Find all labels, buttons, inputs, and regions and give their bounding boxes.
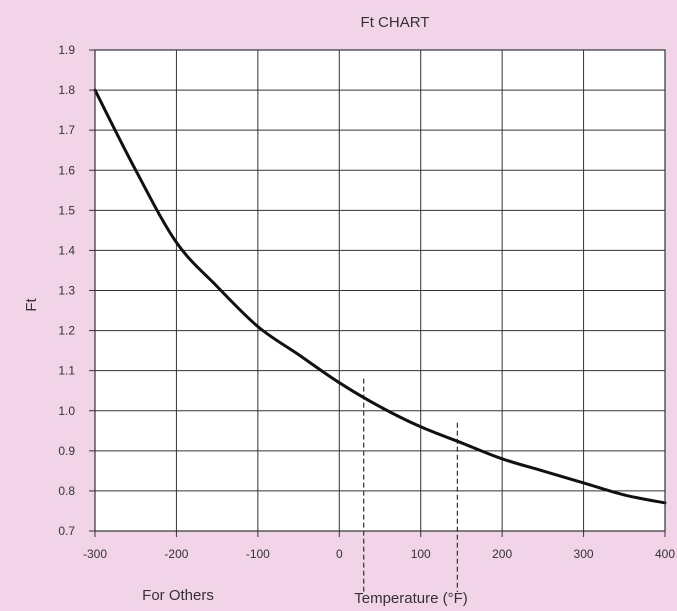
y-tick-label: 1.0 (58, 404, 75, 418)
x-axis-label: Temperature (°F) (354, 590, 468, 607)
ft-curve (93, 88, 667, 505)
footnote-label: For Others (142, 587, 214, 604)
y-tick-label: 1.9 (58, 43, 75, 57)
y-tick-label: 0.7 (58, 524, 75, 538)
axes (89, 49, 666, 537)
y-tick-label: 1.5 (58, 203, 75, 217)
x-tick-label: -200 (164, 547, 188, 561)
x-tick-label: -100 (246, 547, 270, 561)
y-tick-label: 1.2 (58, 324, 75, 338)
x-tick-label: 300 (574, 547, 594, 561)
y-tick-label: 1.8 (58, 83, 75, 97)
x-tick-label: 200 (492, 547, 512, 561)
x-tick-label: -300 (83, 547, 107, 561)
y-tick-label: 1.4 (58, 243, 75, 257)
y-tick-label: 0.9 (58, 444, 75, 458)
y-tick-label: 1.6 (58, 163, 75, 177)
reference-lines (363, 378, 458, 592)
x-tick-label: 0 (336, 547, 343, 561)
x-tick-label: 100 (411, 547, 431, 561)
y-tick-label: 1.3 (58, 284, 75, 298)
y-axis-label: Ft (23, 298, 40, 312)
y-tick-label: 1.7 (58, 123, 75, 137)
tick-labels: -300 -200 -100 0 100 200 300 400 0.7 0.8 0.9 1.0 1.1… (58, 43, 675, 561)
x-tick-label: 400 (655, 547, 675, 561)
y-tick-label: 0.8 (58, 484, 75, 498)
plot-border (94, 49, 666, 532)
series-layer (93, 88, 667, 505)
chart-title: Ft CHART (361, 14, 430, 31)
y-tick-label: 1.1 (58, 364, 75, 378)
